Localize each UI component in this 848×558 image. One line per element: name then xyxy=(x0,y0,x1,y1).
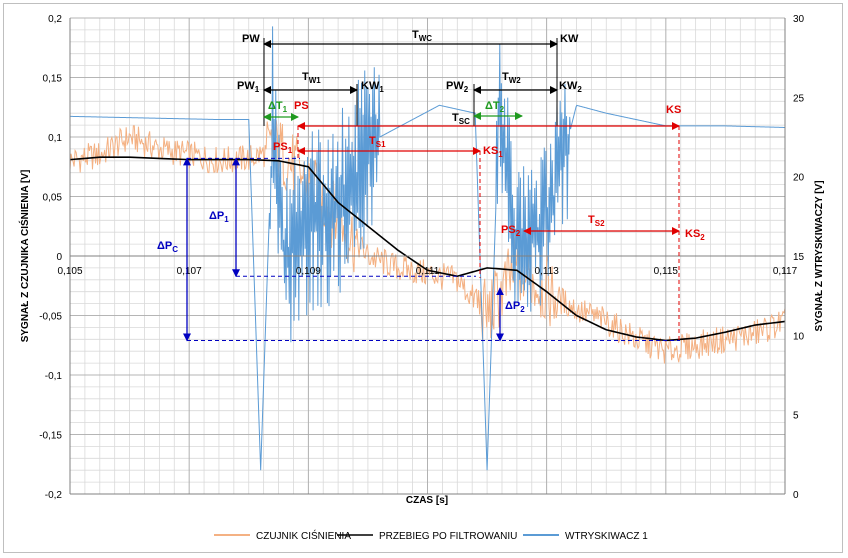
label-pw1: PW1 xyxy=(237,80,260,94)
x-tick-label: 0,109 xyxy=(296,266,321,277)
x-tick-label: 0,115 xyxy=(654,266,679,277)
x-tick-label: 0,113 xyxy=(535,266,560,277)
label-t-s2: TS2 xyxy=(588,214,605,228)
label-pw2: PW2 xyxy=(446,80,469,94)
y-tick-label-left: 0 xyxy=(56,252,62,263)
y-tick-label-right: 0 xyxy=(793,490,799,501)
x-tick-label: 0,107 xyxy=(177,266,202,277)
label-dt1: ΔT1 xyxy=(268,100,288,114)
y-tick-label-left: -0,05 xyxy=(39,312,62,323)
y-axis-right-label: SYGNAŁ Z WTRYSKIWACZY [V] xyxy=(814,180,825,331)
label-t-sc: TSC xyxy=(452,112,470,126)
label-dp1: ΔP1 xyxy=(209,210,229,224)
label-pw: PW xyxy=(242,33,260,45)
y-tick-label-left: 0,15 xyxy=(43,74,63,85)
x-tick-label: 0,105 xyxy=(57,266,82,277)
x-tick-label: 0,117 xyxy=(773,266,798,277)
label-ks: KS xyxy=(666,104,681,116)
label-kw: KW xyxy=(560,33,579,45)
axes xyxy=(69,18,786,495)
label-dt2: ΔT2 xyxy=(485,100,505,114)
y-tick-label-right: 15 xyxy=(793,252,805,263)
y-tick-label-left: 0,1 xyxy=(48,133,62,144)
y-tick-label-left: 0,05 xyxy=(43,193,63,204)
y-tick-label-right: 25 xyxy=(793,93,805,104)
y-tick-label-left: -0,2 xyxy=(45,490,63,501)
y-axis-left-label: SYGNAŁ Z CZUJNIKA CIŚNIENIA [V] xyxy=(18,170,31,343)
y-tick-label-left: -0,1 xyxy=(45,371,63,382)
label-t-w1: TW1 xyxy=(302,71,321,85)
annotations: PW KW TWC PW1 TW1 KW1 PW2 TW2 KW2 ΔT1 ΔT2 PS TSC KS PS… xyxy=(157,29,705,342)
label-ps2: PS2 xyxy=(501,224,521,238)
y-tick-label-left: 0,2 xyxy=(48,14,62,25)
label-t-wc: TWC xyxy=(412,29,432,43)
y-tick-label-right: 10 xyxy=(793,331,805,342)
label-ps1: PS1 xyxy=(273,141,293,155)
label-ks1: KS1 xyxy=(483,145,503,159)
label-dp2: ΔP2 xyxy=(505,300,525,314)
legend-label-wtryskiwacz-1: WTRYSKIWACZ 1 xyxy=(565,531,648,542)
label-t-s1: TS1 xyxy=(369,135,386,149)
tick-labels: -0,2 -0,15 -0,1 -0,05 0 0,05 0,1 0,15 0,2 0 5 10 15 2… xyxy=(39,14,804,501)
y-tick-label-right: 30 xyxy=(793,14,805,25)
y-tick-label-right: 5 xyxy=(793,411,799,422)
label-kw2: KW2 xyxy=(559,80,582,94)
label-ks2: KS2 xyxy=(685,228,705,242)
label-dpc: ΔPC xyxy=(157,240,178,254)
label-kw1: KW1 xyxy=(361,80,384,94)
label-ps: PS xyxy=(294,100,309,112)
legend: CZUJNIK CIŚNIENIA PRZEBIEG PO FILTROWANI… xyxy=(214,529,648,542)
y-tick-label-left: -0,15 xyxy=(39,431,62,442)
y-tick-label-right: 20 xyxy=(793,173,805,184)
label-t-w2: TW2 xyxy=(502,71,521,85)
x-tick-label: 0,111 xyxy=(416,266,440,277)
legend-label-czujnik-cisnienia: CZUJNIK CIŚNIENIA xyxy=(256,529,351,542)
legend-label-przebieg-po-filtrowaniu: PRZEBIEG PO FILTROWANIU xyxy=(379,531,517,542)
x-axis-label: CZAS [s] xyxy=(406,495,448,506)
